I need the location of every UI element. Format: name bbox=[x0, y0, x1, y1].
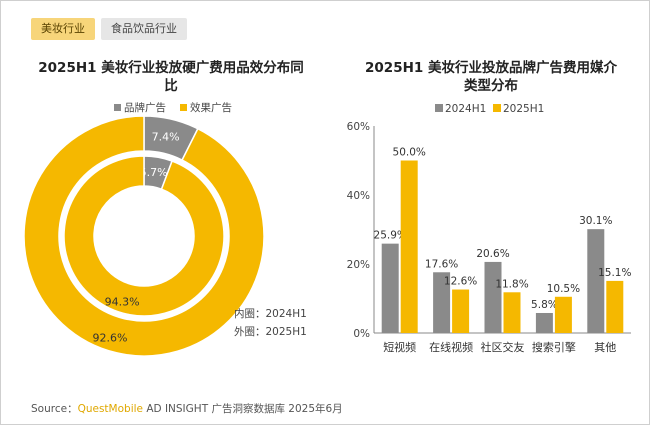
industry-tabs: 美妆行业 食品饮品行业 bbox=[31, 18, 187, 40]
donut-outer-slice-effect bbox=[23, 115, 265, 356]
x-category-label: 搜索引擎 bbox=[532, 340, 576, 354]
x-category-label: 社区交友 bbox=[481, 340, 525, 354]
bar-2025-4 bbox=[606, 280, 624, 333]
bar-value-label-2024-3: 5.8% bbox=[531, 299, 558, 311]
y-tick-label: 0% bbox=[353, 328, 370, 340]
bar-value-label-2025-2: 11.8% bbox=[495, 278, 528, 290]
bar-2025-0 bbox=[400, 160, 418, 333]
bar-2024-1 bbox=[433, 272, 451, 333]
bar-value-label-2024-2: 20.6% bbox=[476, 248, 509, 260]
bar-2025-2 bbox=[503, 292, 521, 333]
donut-inner-label-effect: 94.3% bbox=[105, 295, 140, 308]
bar-2024-2 bbox=[484, 261, 502, 333]
y-tick-label: 60% bbox=[347, 121, 370, 133]
bar-value-label-2024-1: 17.6% bbox=[425, 258, 458, 270]
source-note: Source：QuestMobile AD INSIGHT 广告洞察数据库 20… bbox=[31, 401, 343, 416]
outer-ring-note: 外圈：2025H1 bbox=[234, 326, 307, 338]
bar-value-label-2025-0: 50.0% bbox=[393, 147, 426, 159]
inner-ring-note: 内圈：2024H1 bbox=[234, 307, 307, 320]
bar-value-label-2025-4: 15.1% bbox=[598, 267, 631, 279]
donut-rings: 5.7% 94.3% 7.4% 92.6% bbox=[23, 115, 265, 356]
donut-legend: 品牌广告 效果广告 bbox=[114, 101, 232, 114]
donut-inner-label-brand: 5.7% bbox=[140, 166, 168, 179]
donut-outer-label-effect: 92.6% bbox=[93, 331, 128, 344]
bar-2025-3 bbox=[554, 296, 572, 333]
bar-value-label-2024-0: 25.9% bbox=[374, 230, 407, 242]
donut-inner-slice-effect bbox=[63, 155, 225, 317]
donut-chart: 品牌广告 效果广告 5.7% 94.3% 7.4% 92.6% 内圈：2024H1 外… bbox=[23, 101, 307, 356]
legend-label-effect: 效果广告 bbox=[190, 101, 232, 114]
bar-2024-3 bbox=[535, 312, 553, 333]
x-category-label: 短视频 bbox=[383, 340, 416, 354]
legend-label-2024: 2024H1 bbox=[445, 103, 486, 115]
legend-swatch-2024 bbox=[435, 104, 443, 112]
legend-label-brand: 品牌广告 bbox=[124, 101, 166, 114]
y-tick-label: 20% bbox=[347, 259, 370, 271]
x-category-label: 其他 bbox=[594, 341, 616, 354]
source-brand: QuestMobile bbox=[77, 403, 143, 415]
bar-value-label-2024-4: 30.1% bbox=[579, 215, 612, 227]
bar-value-label-2025-3: 10.5% bbox=[547, 283, 580, 295]
bar-legend: 2024H1 2025H1 bbox=[435, 103, 544, 115]
x-category-label: 在线视频 bbox=[429, 340, 473, 354]
donut-outer-label-brand: 7.4% bbox=[152, 130, 180, 143]
bar-chart: 2024H1 2025H1 0% 20% 40% 60% 25.9% 50.0% 短视频 17… bbox=[347, 103, 632, 354]
bar-2025-1 bbox=[452, 289, 470, 333]
source-prefix: Source： bbox=[31, 403, 78, 415]
bar-value-label-2025-1: 12.6% bbox=[444, 276, 477, 288]
donut-chart-title: 2025H1 美妆行业投放硬广费用品效分布同比 bbox=[38, 60, 304, 94]
legend-swatch-2025 bbox=[493, 104, 501, 112]
source-text: AD INSIGHT 广告洞察数据库 2025年6月 bbox=[143, 403, 343, 415]
bar-plot-area: 0% 20% 40% 60% 25.9% 50.0% 短视频 17.6% 12.6% 在线视频 20… bbox=[347, 121, 632, 354]
tab-food-beverage[interactable]: 食品饮品行业 bbox=[101, 18, 187, 40]
bar-chart-title: 2025H1 美妆行业投放品牌广告费用媒介类型分布 bbox=[365, 60, 617, 94]
bar-2024-4 bbox=[587, 229, 605, 333]
y-tick-label: 40% bbox=[347, 190, 370, 202]
legend-label-2025: 2025H1 bbox=[503, 103, 544, 115]
bar-2024-0 bbox=[381, 243, 399, 333]
legend-swatch-brand bbox=[114, 104, 121, 111]
legend-swatch-effect bbox=[180, 104, 187, 111]
tab-beauty[interactable]: 美妆行业 bbox=[31, 18, 95, 40]
